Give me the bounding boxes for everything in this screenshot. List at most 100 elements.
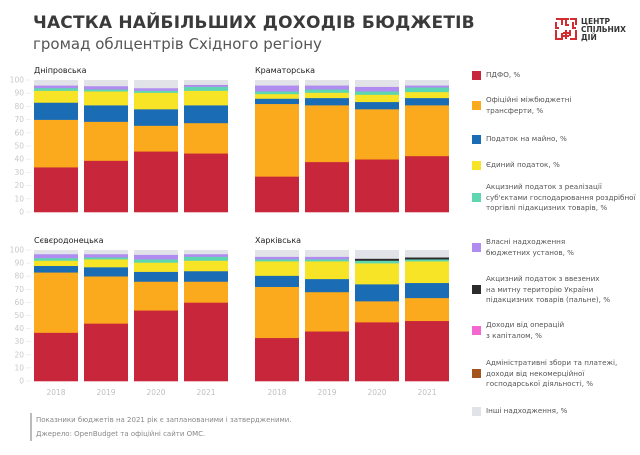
x-tick-label: 2018 (267, 388, 286, 397)
y-tick-label: 20 (14, 350, 24, 359)
bar-segment (184, 253, 228, 257)
bar-segment (405, 155, 449, 213)
logo-line-2: СПІЛЬНИХ (581, 25, 626, 34)
bar-segment (84, 257, 128, 260)
bar-segment (184, 86, 228, 91)
bar-segment (355, 159, 399, 213)
logo-line-3: ДІЙ (581, 33, 597, 42)
bar-segment (405, 250, 449, 258)
bar-segment (84, 85, 128, 90)
bar-segment (184, 105, 228, 124)
y-tick-label: 30 (14, 337, 24, 346)
bar-segment (355, 109, 399, 160)
bar-segment (34, 119, 78, 168)
x-tick-label: 2020 (146, 388, 165, 397)
bar-segment (405, 105, 449, 157)
bar-segment (305, 97, 349, 106)
bar-segment (34, 80, 78, 86)
bar-segment (184, 260, 228, 272)
bar-segment (305, 92, 349, 99)
bar-segment (355, 260, 399, 264)
logo: ЦЕНТР СПІЛЬНИХ ДІЙ (555, 18, 635, 42)
bar-segment (255, 256, 299, 260)
y-tick-label: 90 (14, 259, 24, 268)
bar-segment (134, 271, 178, 282)
bar-segment (184, 256, 228, 261)
legend-label-admin: Адміністративні збори та платежі, доходи… (486, 358, 618, 388)
bar-segment (305, 85, 349, 90)
legend-label-excise_retail: Акцизний податок з реалізації суб'єктами… (486, 182, 636, 212)
bar-segment (34, 167, 78, 213)
legend-label-excise_import: Акцизний податок з ввезених на митну тер… (486, 274, 611, 304)
bar-segment (405, 85, 449, 88)
bar-segment (305, 278, 349, 293)
bar-segment (84, 250, 128, 255)
bar-segment (405, 297, 449, 322)
bar-segment (355, 284, 399, 302)
bar-segment (305, 331, 349, 382)
bar-segment (405, 87, 449, 93)
panel-title: Краматорська (255, 66, 315, 75)
footer-note: Показники бюджетів на 2021 рік є заплано… (36, 416, 292, 424)
bar-segment (34, 85, 78, 89)
bar-segment (255, 85, 299, 92)
bar-segment (184, 122, 228, 154)
logo-mark-icon (555, 18, 577, 40)
legend-swatch-admin (472, 369, 481, 379)
legend-swatch-property (472, 134, 481, 144)
y-tick-label: 40 (14, 155, 24, 164)
bar-segment (255, 250, 299, 257)
bar-segment (305, 89, 349, 93)
y-tick-label: 60 (14, 298, 24, 307)
bar-segment (134, 281, 178, 311)
bar-segment (34, 265, 78, 273)
bar-segment (134, 92, 178, 110)
logo-line-1: ЦЕНТР (581, 17, 610, 26)
bar-segment (84, 323, 128, 382)
bar-segment (355, 80, 399, 87)
page-title: ЧАСТКА НАЙБІЛЬШИХ ДОХОДІВ БЮДЖЕТІВ (33, 13, 475, 33)
bar-segment (84, 259, 128, 268)
bar-segment (405, 91, 449, 99)
x-tick-label: 2021 (417, 388, 436, 397)
bar-segment (305, 80, 349, 86)
page-subtitle: громад облцентрів Східного регіону (33, 35, 322, 53)
footer-source: Джерело: OpenBudget та офіційні сайти ОМ… (36, 430, 206, 438)
bar-segment (34, 253, 78, 259)
chart-panel-1: Дніпровська 0 10 20 30 40 50 60 70 80 90 100 (10, 66, 228, 217)
bar-segment (255, 286, 299, 339)
y-tick-label: 20 (14, 181, 24, 190)
bar-segment (355, 101, 399, 110)
bar-segment (305, 259, 349, 262)
legend-swatch-pdfo (472, 70, 481, 80)
x-tick-label: 2021 (196, 388, 215, 397)
bar-segment (355, 91, 399, 95)
bar-segment (34, 250, 78, 255)
y-tick-label: 10 (14, 194, 24, 203)
bar-segment (305, 161, 349, 213)
bar-segment (134, 254, 178, 260)
y-tick-label: 80 (14, 272, 24, 281)
y-tick-label: 30 (14, 168, 24, 177)
legend-swatch-capital (472, 326, 481, 335)
footer: Показники бюджетів на 2021 рік є заплано… (30, 413, 292, 441)
bar-segment (405, 257, 449, 260)
y-tick-label: 90 (14, 89, 24, 98)
bar-segment (84, 105, 128, 122)
bar-segment (305, 256, 349, 260)
bar-segment (184, 281, 228, 303)
bar-segment (34, 87, 78, 91)
bar-segment (355, 94, 399, 103)
bar-segment (84, 89, 128, 92)
panel-title: Сєвєродонецька (34, 236, 104, 245)
bar-segment (405, 320, 449, 382)
bar-segment (405, 261, 449, 284)
x-tick-label: 2020 (367, 388, 386, 397)
bar-segment (84, 80, 128, 87)
bar-segment (355, 258, 399, 261)
bar-segment (134, 109, 178, 126)
bar-segment (355, 322, 399, 382)
bar-segment (184, 90, 228, 106)
bar-segment (134, 310, 178, 382)
bar-segment (134, 250, 178, 255)
